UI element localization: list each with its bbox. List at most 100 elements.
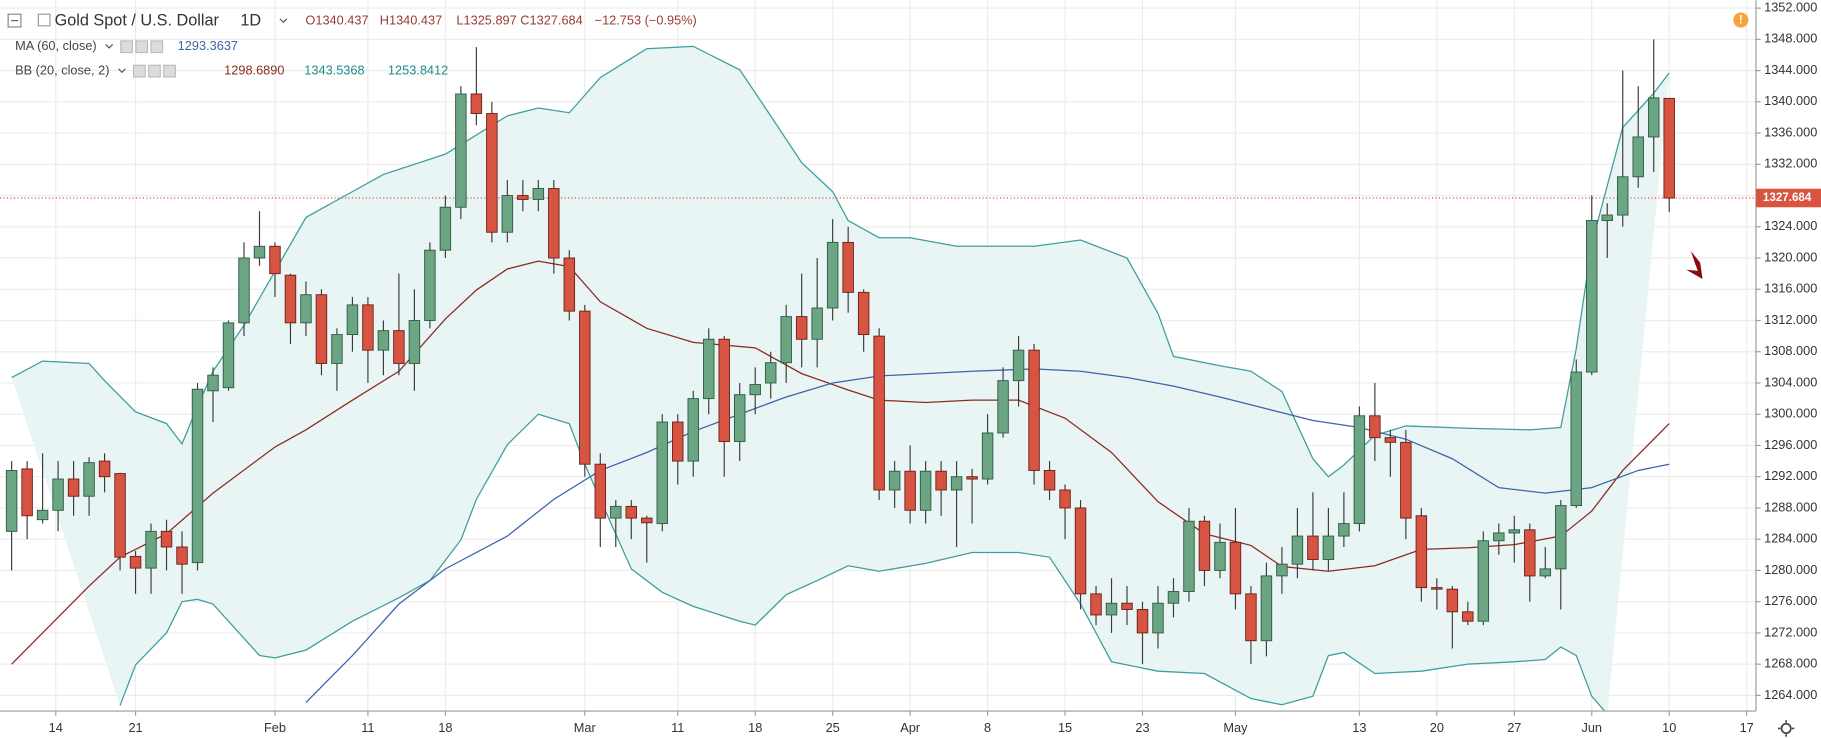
candle-body — [594, 463, 607, 519]
candle-body — [300, 294, 312, 324]
indicator-button[interactable] — [132, 64, 146, 78]
x-tick-label: 13 — [1352, 720, 1366, 735]
indicator-button[interactable] — [150, 40, 164, 54]
x-tick-label: Mar — [574, 720, 597, 735]
candle-body — [641, 517, 653, 524]
candle-body — [1229, 541, 1242, 595]
candle-body — [145, 530, 157, 569]
x-tick-label: May — [1223, 720, 1248, 735]
candle-body — [1617, 176, 1629, 216]
candle-body — [486, 113, 498, 233]
candle-body — [207, 374, 219, 392]
y-tick-label: 1336.000 — [1764, 124, 1817, 139]
y-tick-label: 1348.000 — [1764, 31, 1817, 46]
candle-body — [842, 241, 854, 293]
candle-body — [1477, 540, 1490, 622]
candle-body — [377, 330, 390, 351]
y-tick-label: 1304.000 — [1764, 374, 1817, 389]
y-tick-label: 1340.000 — [1764, 93, 1817, 108]
indicator-reading: 1298.6890 — [224, 62, 284, 77]
indicator-header: MA (60, close) 1293.3637 BB (20, close, 2)… — [15, 38, 448, 78]
x-tick-label: Feb — [264, 720, 286, 735]
y-tick-label: 1332.000 — [1764, 156, 1817, 171]
candle-body — [98, 460, 111, 478]
x-tick-label: 21 — [128, 720, 142, 735]
candle-body — [764, 362, 777, 384]
candle-body — [625, 505, 638, 519]
x-tick-label: 14 — [49, 720, 63, 735]
y-tick-label: 1312.000 — [1764, 312, 1817, 327]
candle-body — [1338, 523, 1350, 537]
indicator-dropdown[interactable] — [118, 68, 126, 74]
x-tick-label: 11 — [671, 720, 684, 735]
indicator-button[interactable] — [148, 64, 161, 78]
candle-body — [1105, 602, 1118, 616]
indicator-label: MA (60, close) — [15, 38, 97, 53]
x-tick-label: 18 — [748, 720, 762, 735]
y-tick-label: 1280.000 — [1764, 562, 1817, 577]
symbol-icon — [37, 13, 51, 27]
indicator-dropdown[interactable] — [105, 43, 114, 49]
candle-body — [687, 398, 699, 462]
candle-body — [1555, 505, 1567, 570]
indicator-line — [11, 260, 1670, 665]
band-fill — [11, 46, 1670, 712]
y-tick-label: 1320.000 — [1764, 249, 1817, 264]
indicator-reading: 1293.3637 — [178, 38, 238, 53]
candle-body — [1601, 214, 1613, 221]
indicator-button[interactable] — [163, 64, 176, 78]
candle-body — [1214, 541, 1226, 571]
ohlc-reading: O1340.437 — [305, 13, 368, 28]
candle-body — [5, 469, 18, 532]
candle-body — [501, 195, 514, 233]
interval-dropdown[interactable] — [279, 18, 288, 24]
ohlc-reading: −12.753 (−0.95%) — [595, 13, 697, 28]
y-tick-label: 1344.000 — [1764, 62, 1817, 77]
candle-body — [656, 421, 668, 525]
candle-body — [935, 470, 947, 491]
candle-body — [749, 384, 761, 396]
y-tick-label: 1308.000 — [1764, 343, 1817, 358]
candle-body — [780, 316, 792, 364]
settings-icon[interactable] — [1780, 722, 1792, 734]
candle-body — [1090, 593, 1102, 616]
ohlc-reading: L1325.897 — [456, 13, 516, 28]
candle-body — [439, 206, 452, 251]
x-tick-label: 10 — [1662, 720, 1676, 735]
candle-body — [1415, 515, 1428, 589]
candle-body — [950, 476, 963, 491]
candle-body — [1121, 602, 1133, 610]
candle-body — [455, 93, 467, 208]
indicator-button[interactable] — [135, 40, 149, 54]
candle-body — [1291, 535, 1304, 565]
candle-body — [191, 388, 204, 564]
candle-body — [997, 380, 1009, 434]
candle-body — [470, 93, 483, 114]
settings-icon-teeth — [1778, 720, 1795, 737]
candle-body — [160, 530, 173, 548]
candle-body — [424, 249, 436, 321]
candle-body — [1446, 588, 1459, 613]
ohlc-reading: C1327.684 — [520, 13, 582, 28]
candle-body — [1276, 563, 1288, 577]
candle-body — [873, 335, 885, 491]
candle-body — [1245, 593, 1257, 642]
candle-body — [1663, 97, 1675, 199]
indicator-button[interactable] — [120, 40, 133, 54]
candle-body — [610, 505, 622, 519]
symbol-title: Gold Spot / U.S. Dollar — [55, 11, 220, 29]
candle-body — [904, 470, 916, 511]
candle-body — [1586, 220, 1598, 373]
candle-body — [517, 195, 529, 200]
candle-body — [1570, 371, 1582, 507]
candle-body — [579, 310, 591, 465]
candle-body — [1167, 591, 1180, 604]
y-tick-label: 1284.000 — [1764, 531, 1817, 546]
candle-body — [331, 334, 343, 364]
y-tick-label: 1268.000 — [1764, 656, 1817, 671]
candle-body — [1059, 489, 1071, 509]
alert-icon[interactable] — [1733, 12, 1749, 28]
candle-body — [1369, 415, 1381, 439]
candle-body — [1462, 611, 1474, 622]
candle-body — [1260, 575, 1273, 642]
